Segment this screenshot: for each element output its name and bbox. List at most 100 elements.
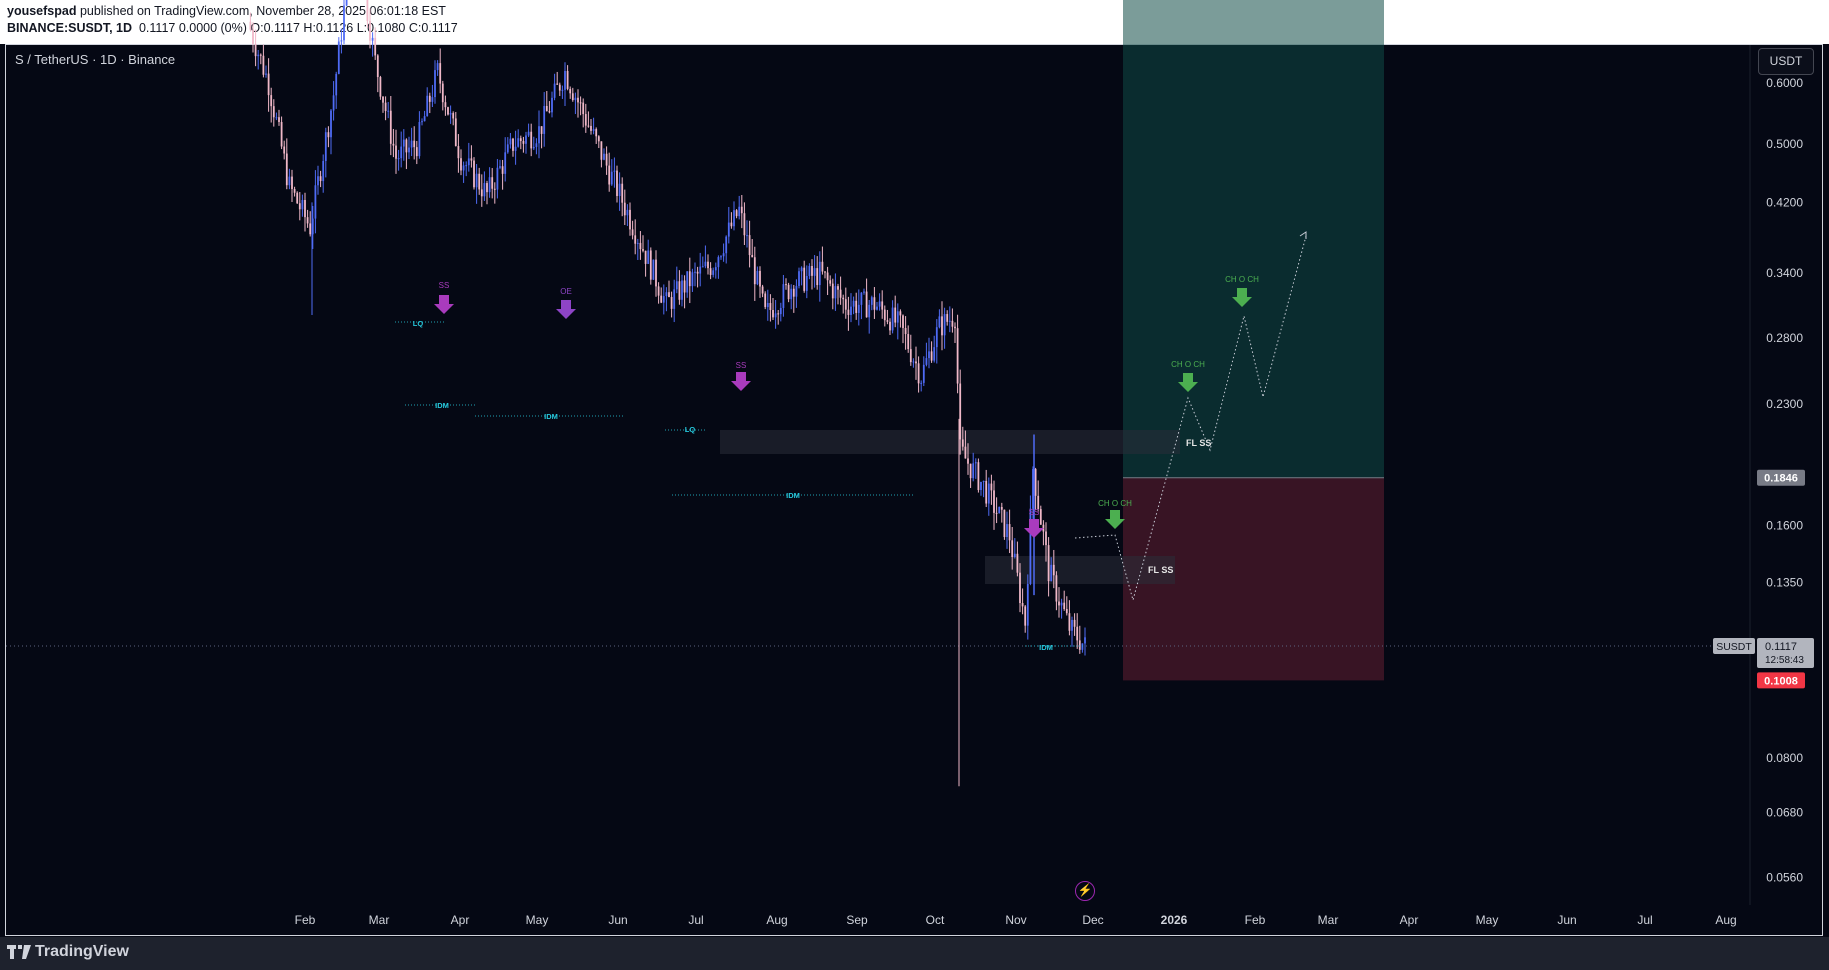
candle-body <box>938 316 941 328</box>
candle-body <box>301 200 304 210</box>
candle-body <box>636 242 639 244</box>
candle-body <box>896 311 899 323</box>
annotation-label: LQ <box>685 425 696 434</box>
candle-body <box>894 307 897 323</box>
candle-body <box>629 209 631 230</box>
annotation-label: FL SS <box>1186 438 1211 448</box>
candle-body <box>532 146 535 149</box>
y-tick-label: 0.2300 <box>1766 397 1803 411</box>
candle-body <box>285 153 288 186</box>
candle-body <box>696 271 699 274</box>
down-arrow-icon <box>1232 288 1252 307</box>
candle-body <box>605 153 608 166</box>
candle-body <box>811 266 813 276</box>
projection-arrowhead <box>1299 231 1307 239</box>
candle-body <box>613 170 616 172</box>
candle-body <box>324 132 327 161</box>
candle-body <box>525 135 527 144</box>
candle-body <box>582 102 585 115</box>
x-tick-label: May <box>1476 913 1499 927</box>
candle-body <box>821 261 824 272</box>
candle-body <box>839 289 842 298</box>
candle-body <box>795 285 798 297</box>
x-tick-label: Oct <box>926 913 945 927</box>
candle-body <box>688 271 691 287</box>
publisher-name[interactable]: yousefspad <box>7 4 77 18</box>
down-arrow-icon <box>1105 510 1125 529</box>
tradingview-logo[interactable]: TradingView <box>7 943 129 961</box>
candle-body <box>330 110 332 138</box>
candle-body <box>930 351 933 361</box>
candle-body <box>928 351 930 359</box>
candle-body <box>670 297 673 309</box>
candle-body <box>426 95 429 117</box>
candle-body <box>434 70 436 98</box>
candle-body <box>631 229 634 236</box>
candle-body <box>902 315 904 328</box>
candle-body <box>540 126 543 134</box>
candle-body <box>800 267 803 272</box>
annotation-label: SS <box>1029 508 1040 517</box>
candle-body <box>483 183 486 197</box>
candle-body <box>259 54 262 56</box>
candle-body <box>418 122 421 157</box>
lightning-icon[interactable]: ⚡ <box>1075 881 1095 901</box>
candle-body <box>847 309 850 315</box>
candle-body <box>603 153 605 160</box>
publish-header: yousefspad published on TradingView.com,… <box>0 0 1829 44</box>
candle-body <box>707 261 709 269</box>
candle-body <box>569 88 572 94</box>
x-tick-label: Apr <box>1400 913 1419 927</box>
candle-body <box>761 286 764 294</box>
candle-body <box>288 176 291 186</box>
candle-body <box>634 235 637 244</box>
footer-brand: TradingView <box>35 943 129 960</box>
candle-body <box>1029 508 1032 585</box>
candle-body <box>1024 606 1027 626</box>
tradingview-logo-icon <box>7 945 31 959</box>
chart-frame[interactable] <box>5 44 1823 936</box>
candle-body <box>759 270 761 287</box>
candle-body <box>340 40 343 42</box>
candle-body <box>311 218 314 235</box>
candle-body <box>475 173 478 188</box>
x-tick-label: Aug <box>1715 913 1736 927</box>
candle-body <box>1034 468 1037 496</box>
candle-body <box>506 144 509 153</box>
candle-body <box>803 267 806 291</box>
candle-body <box>852 300 855 307</box>
candle-body <box>595 129 598 137</box>
candle-body <box>262 55 265 75</box>
candle-body <box>915 361 917 364</box>
candle-body <box>756 270 759 285</box>
candle-body <box>1076 626 1079 641</box>
candle-body <box>956 328 959 384</box>
candle-body <box>610 171 613 185</box>
candle-body <box>727 222 730 237</box>
candle-body <box>1000 506 1003 510</box>
candle-body <box>943 314 946 336</box>
candle-body <box>1045 531 1047 546</box>
candle-body <box>787 284 790 300</box>
candle-body <box>904 327 907 335</box>
candle-body <box>951 320 954 327</box>
candle-body <box>571 93 574 101</box>
down-arrow-icon <box>1178 373 1198 392</box>
candle-body <box>917 363 920 384</box>
x-tick-label: Nov <box>1005 913 1026 927</box>
candle-body <box>1011 540 1014 558</box>
candle-body <box>717 257 720 268</box>
x-tick-label: Apr <box>451 913 470 927</box>
candle-body <box>597 136 600 142</box>
y-tick-label: 0.3400 <box>1766 266 1803 280</box>
x-tick-label: Aug <box>766 913 787 927</box>
y-tick-label: 0.0680 <box>1766 805 1803 819</box>
annotation-label: CH O CH <box>1225 275 1259 284</box>
price-chart[interactable]: 0.6000 0.5000 0.4200 0.3400 0.2800 0.2300 0.16… <box>0 0 1829 936</box>
candle-body <box>1065 609 1068 614</box>
candle-body <box>844 299 847 310</box>
candle-body <box>590 125 592 131</box>
currency-button[interactable]: USDT <box>1758 48 1814 75</box>
candle-body <box>824 271 826 273</box>
candle-body <box>998 506 1001 514</box>
